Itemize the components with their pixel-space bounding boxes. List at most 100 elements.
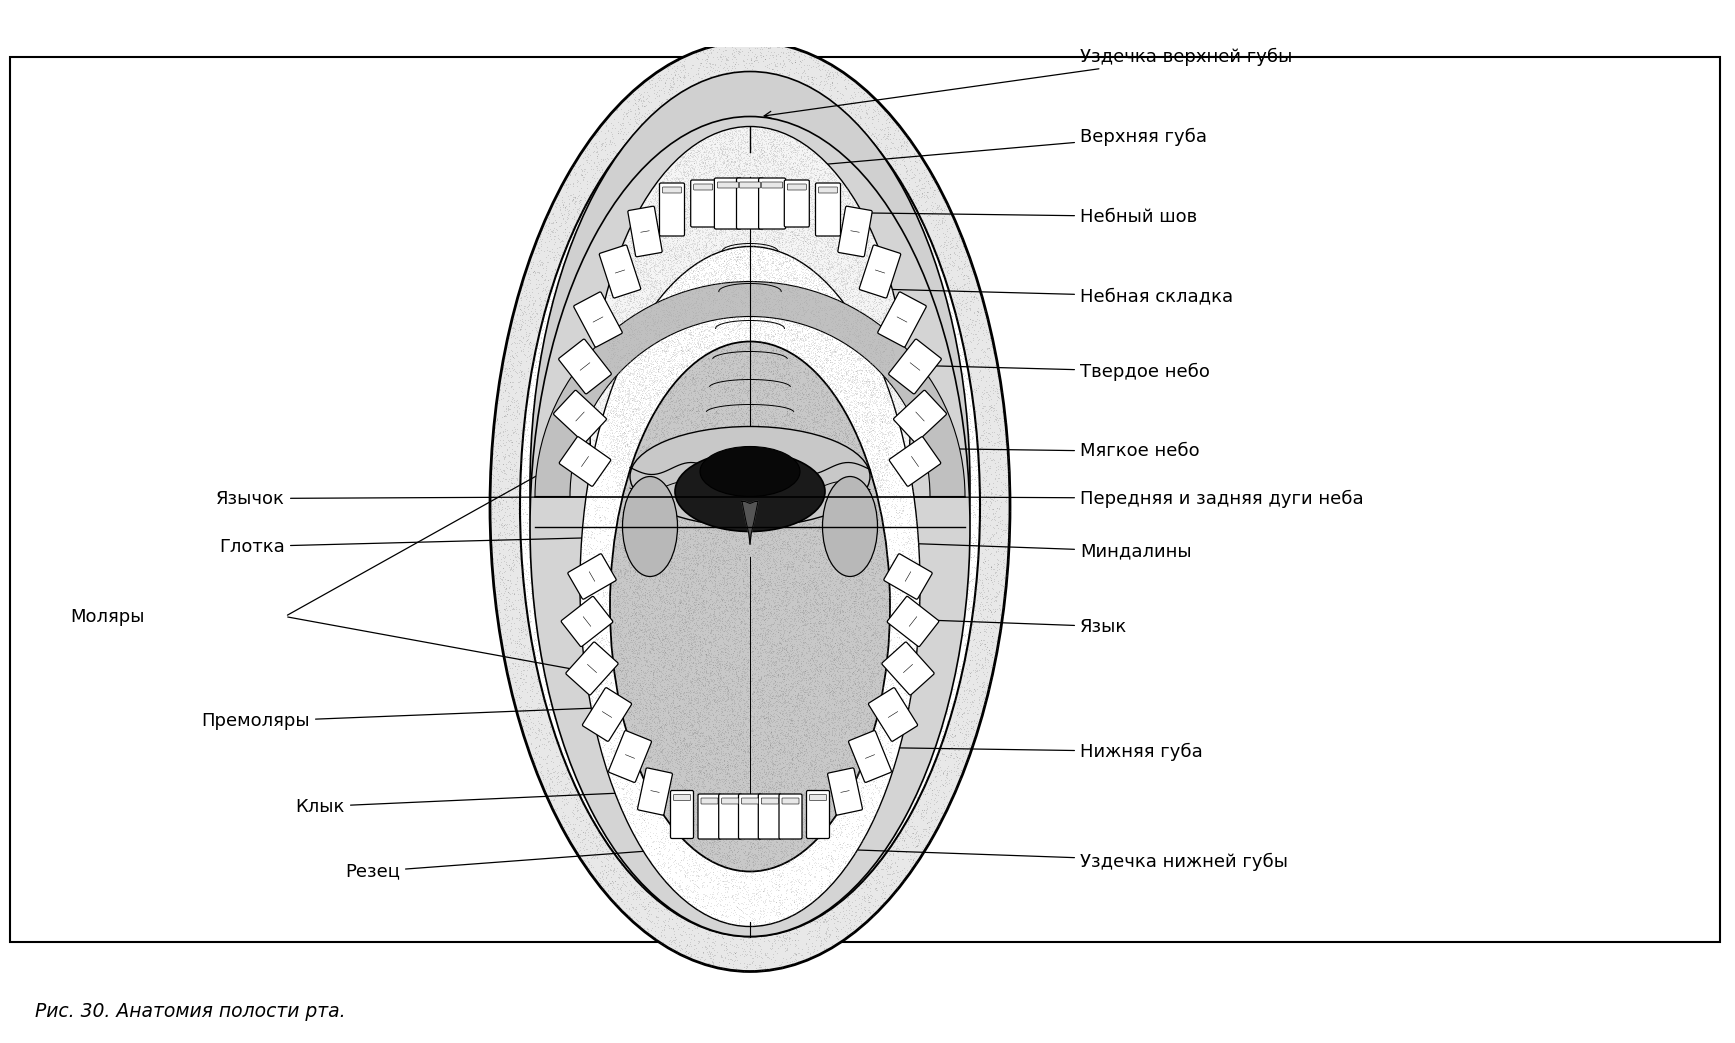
Point [843, 478, 871, 494]
Point [774, 214, 802, 231]
Point [619, 219, 647, 236]
Point [649, 420, 677, 437]
Point [900, 444, 928, 461]
Point [868, 447, 895, 464]
Point [649, 176, 677, 193]
Point [843, 331, 871, 347]
Point [897, 633, 925, 650]
Point [741, 235, 769, 251]
Point [618, 655, 645, 672]
Point [883, 486, 911, 503]
Point [750, 232, 777, 248]
Point [665, 573, 692, 589]
Point [682, 522, 710, 538]
Point [704, 584, 732, 601]
Point [821, 509, 848, 526]
Point [536, 784, 564, 801]
Point [642, 329, 670, 345]
Point [779, 634, 807, 651]
Point [713, 282, 741, 298]
Point [758, 366, 786, 383]
Point [661, 387, 689, 404]
Point [873, 590, 900, 607]
Point [616, 395, 644, 412]
Point [822, 789, 850, 805]
Text: Верхняя губа: Верхняя губа [803, 127, 1208, 169]
Point [838, 642, 866, 659]
Point [713, 527, 741, 543]
Point [720, 629, 748, 646]
Point [835, 755, 862, 772]
Point [786, 553, 814, 569]
Point [644, 422, 671, 439]
Point [628, 224, 656, 241]
Point [734, 524, 762, 540]
Point [965, 618, 992, 635]
Point [697, 355, 725, 371]
Point [536, 351, 564, 368]
Point [736, 668, 763, 684]
Point [517, 547, 545, 563]
Point [678, 600, 706, 616]
Point [774, 423, 802, 440]
Point [677, 583, 704, 600]
Point [741, 705, 769, 722]
Point [569, 229, 597, 246]
Point [840, 339, 868, 356]
Point [826, 336, 854, 353]
Point [675, 652, 703, 669]
Point [697, 555, 725, 572]
Point [776, 481, 803, 498]
Point [791, 429, 819, 445]
Point [661, 882, 689, 899]
Point [854, 253, 881, 270]
Point [755, 705, 782, 722]
Point [670, 817, 697, 833]
Point [850, 338, 878, 355]
Point [807, 868, 835, 884]
Point [841, 418, 869, 435]
Point [651, 555, 678, 572]
Point [638, 441, 666, 458]
Point [741, 402, 769, 418]
Point [704, 759, 732, 776]
Point [826, 175, 854, 192]
Point [689, 509, 717, 526]
Point [887, 217, 914, 234]
Point [727, 372, 755, 389]
Point [630, 571, 658, 587]
Point [659, 754, 687, 771]
Point [789, 427, 817, 443]
Point [741, 715, 769, 732]
Point [701, 611, 729, 628]
Point [730, 519, 758, 536]
Point [692, 596, 720, 612]
Point [670, 217, 697, 234]
Point [491, 553, 519, 569]
Point [831, 445, 859, 462]
Point [770, 518, 798, 535]
Point [687, 385, 715, 402]
Point [673, 771, 701, 787]
Point [888, 433, 916, 450]
Point [668, 269, 696, 286]
Point [868, 704, 895, 721]
Point [848, 332, 876, 348]
Point [762, 487, 789, 504]
Point [750, 649, 777, 665]
Point [699, 640, 727, 657]
Point [748, 584, 776, 601]
Point [687, 341, 715, 358]
Point [888, 368, 916, 385]
Point [755, 915, 782, 931]
Point [748, 725, 776, 742]
Point [729, 750, 756, 767]
Point [859, 245, 887, 262]
Point [710, 562, 737, 579]
Point [687, 259, 715, 275]
Point [873, 361, 900, 378]
Point [574, 566, 602, 583]
Point [833, 551, 861, 567]
Point [697, 467, 725, 484]
Point [821, 540, 848, 557]
